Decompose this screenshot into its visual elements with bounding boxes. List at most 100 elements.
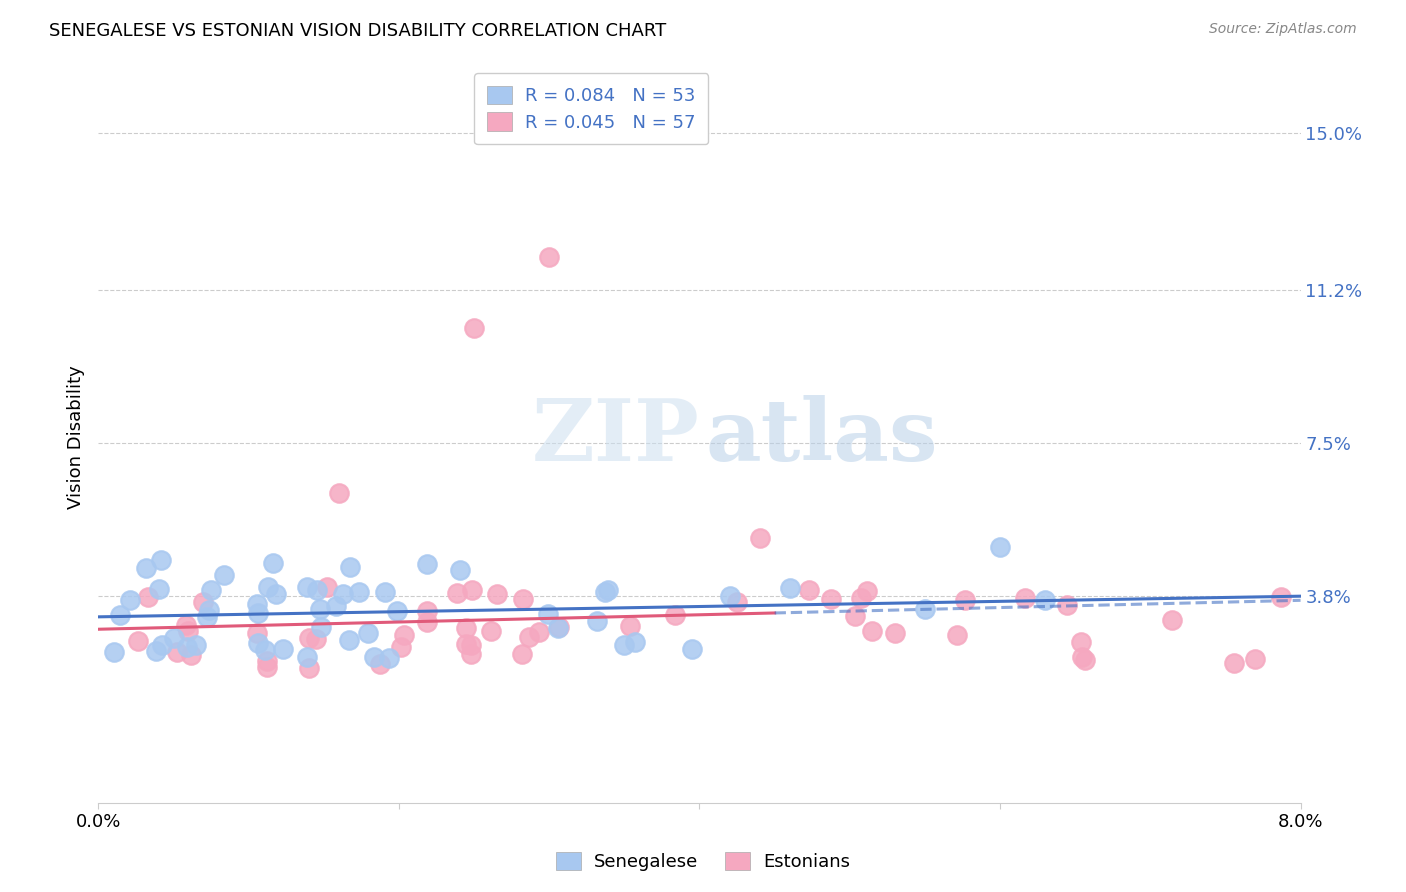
Point [595,585,617,599]
Point [212,568,235,582]
Point [271,642,294,657]
Point [264,587,287,601]
Point [779,581,801,595]
Point [103,645,125,659]
Point [387,604,409,618]
Point [374,585,396,599]
Point [486,586,509,600]
Point [163,632,186,646]
Point [596,582,619,597]
Point [449,563,471,577]
Point [315,580,337,594]
Point [166,645,188,659]
Point [120,593,142,607]
Point [246,598,269,612]
Point [860,624,883,638]
Point [392,628,415,642]
Point [527,625,550,640]
Point [988,540,1011,554]
Point [1222,656,1244,670]
Point [246,626,269,640]
Point [256,654,278,668]
Point [180,648,202,663]
Point [389,640,412,654]
Point [681,641,703,656]
Point [537,607,560,621]
Point [308,601,330,615]
Y-axis label: Vision Disability: Vision Disability [66,365,84,509]
Point [177,624,200,639]
Point [725,595,748,609]
Point [198,603,221,617]
Text: atlas: atlas [706,395,938,479]
Point [368,657,391,671]
Point [953,593,976,607]
Legend: R = 0.084   N = 53, R = 0.045   N = 57: R = 0.084 N = 53, R = 0.045 N = 57 [474,73,709,145]
Point [851,591,873,605]
Point [176,640,198,655]
Point [664,607,686,622]
Point [538,250,561,264]
Point [914,601,936,615]
Point [416,615,439,630]
Point [623,635,645,649]
Point [1070,649,1092,664]
Point [127,634,149,648]
Point [512,592,534,607]
Point [463,320,485,334]
Point [1160,613,1182,627]
Text: Source: ZipAtlas.com: Source: ZipAtlas.com [1209,22,1357,37]
Point [305,632,328,647]
Point [150,638,173,652]
Point [547,620,569,634]
Point [510,647,533,661]
Point [298,631,321,645]
Point [325,599,347,614]
Text: ZIP: ZIP [531,395,700,479]
Point [855,584,877,599]
Point [108,607,131,622]
Point [328,486,350,500]
Point [1070,635,1092,649]
Point [460,648,482,662]
Point [619,619,641,633]
Point [247,606,270,620]
Point [547,621,569,635]
Point [246,636,269,650]
Point [415,604,437,618]
Point [337,632,360,647]
Point [844,609,866,624]
Point [613,638,636,652]
Point [298,661,321,675]
Point [460,638,482,652]
Point [145,644,167,658]
Point [718,589,741,603]
Point [257,580,280,594]
Point [820,592,842,607]
Point [295,580,318,594]
Point [946,628,969,642]
Point [253,642,276,657]
Point [332,587,354,601]
Point [1056,599,1078,613]
Point [363,649,385,664]
Text: SENEGALESE VS ESTONIAN VISION DISABILITY CORRELATION CHART: SENEGALESE VS ESTONIAN VISION DISABILITY… [49,22,666,40]
Point [307,582,329,597]
Point [446,586,468,600]
Point [748,532,770,546]
Point [586,615,609,629]
Legend: Senegalese, Estonians: Senegalese, Estonians [548,845,858,879]
Point [135,561,157,575]
Point [349,584,371,599]
Point [262,556,284,570]
Point [416,557,439,571]
Point [295,649,318,664]
Point [1033,593,1056,607]
Point [148,582,170,596]
Point [136,591,159,605]
Point [517,630,540,644]
Point [184,638,207,652]
Point [479,624,502,638]
Point [200,583,222,598]
Point [456,637,478,651]
